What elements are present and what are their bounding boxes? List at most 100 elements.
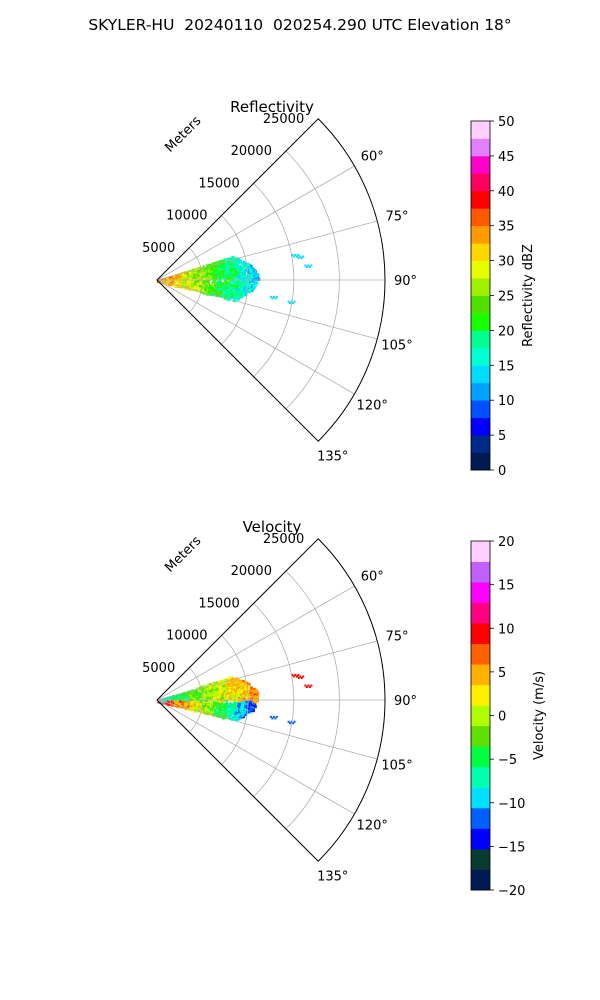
velocity-echo-cell: [230, 696, 234, 700]
reflectivity-echo-cell: [242, 269, 245, 272]
velocity-echo-cell: [232, 684, 236, 688]
reflectivity-echo-cell: [233, 266, 235, 268]
reflectivity-echo-cell: [191, 286, 194, 289]
velocity-echo-cell: [219, 709, 223, 713]
velocity-echo-cell: [247, 682, 250, 685]
velocity-echo-cell: [219, 688, 223, 693]
reflectivity-echo-cell: [241, 290, 244, 293]
velocity-echo-cell: [236, 705, 241, 709]
velocity-title: Velocity: [243, 518, 302, 536]
velocity-angle-tick-label: 105°: [381, 758, 412, 773]
reflectivity-range-tick-label: 5000: [142, 241, 175, 256]
velocity-echo-cell: [198, 698, 200, 701]
velocity-echo-cell: [238, 687, 241, 690]
reflectivity-echo-cell: [233, 272, 238, 276]
reflectivity-echo-cell: [218, 267, 221, 270]
reflectivity-echo-cell: [206, 275, 208, 277]
velocity-echo-cell: [188, 691, 192, 695]
reflectivity-echo-cell: [300, 257, 303, 259]
reflectivity-colorbar-swatch: [471, 190, 490, 209]
velocity-echo-cell: [221, 714, 223, 717]
reflectivity-echo-cell: [227, 288, 231, 292]
reflectivity-echo-cell: [235, 265, 238, 268]
velocity-echo-cell: [245, 690, 249, 694]
reflectivity-echo-cell: [193, 281, 195, 284]
velocity-echo-cell: [209, 696, 212, 699]
reflectivity-colorbar-swatch: [471, 225, 490, 244]
reflectivity-echo-cell: [208, 282, 210, 284]
reflectivity-colorbar-swatch: [471, 452, 490, 471]
velocity-echo-cell: [237, 714, 240, 717]
velocity-echo-cell: [201, 688, 205, 692]
velocity-echo-cell: [177, 697, 181, 701]
reflectivity-echo-cell: [202, 278, 206, 281]
velocity-colorbar-label: Velocity (m/s): [532, 671, 547, 760]
reflectivity-echo-cell: [242, 264, 245, 266]
reflectivity-echo-cell: [239, 281, 243, 285]
reflectivity-angle-tick-label: 75°: [386, 210, 409, 225]
velocity-echo-cell: [243, 686, 248, 690]
reflectivity-echo-cell: [228, 271, 230, 274]
reflectivity-echo-cell: [220, 263, 224, 267]
reflectivity-echo-cell: [183, 278, 185, 280]
reflectivity-echo-cell: [230, 285, 233, 288]
velocity-echo-cell: [243, 689, 247, 693]
velocity-echo-cell: [211, 709, 215, 712]
velocity-echo-cell: [220, 715, 223, 718]
velocity-echo-cell: [244, 700, 248, 704]
velocity-echo-cell: [256, 695, 259, 697]
reflectivity-echo-cell: [187, 273, 190, 276]
reflectivity-echo-cell: [202, 289, 205, 293]
velocity-echo-cell: [186, 694, 189, 697]
velocity-echo-cell: [247, 704, 250, 707]
reflectivity-echo-cell: [229, 293, 233, 297]
velocity-angle-tick-label: 120°: [357, 818, 388, 833]
velocity-echo-cell: [242, 695, 244, 697]
reflectivity-echo-cell: [202, 269, 204, 271]
reflectivity-echo-cell: [240, 292, 244, 296]
reflectivity-echo-cell: [188, 274, 192, 278]
velocity-echo-cell: [190, 696, 193, 699]
velocity-echo-cell: [177, 696, 180, 699]
reflectivity-echo-cell: [245, 292, 248, 295]
reflectivity-echo-cell: [209, 265, 212, 268]
reflectivity-colorbar-swatch: [471, 312, 490, 331]
reflectivity-echo-cell: [194, 280, 198, 284]
reflectivity-echo-cell: [231, 265, 233, 268]
velocity-echo-cell: [234, 716, 237, 720]
reflectivity-echo-cell: [209, 284, 212, 287]
velocity-echo-cell: [254, 702, 257, 705]
reflectivity-echo-cell: [228, 262, 232, 266]
reflectivity-echo-cell: [230, 279, 233, 283]
velocity-echo-cell: [181, 697, 184, 700]
reflectivity-colorbar-swatch: [471, 138, 490, 157]
reflectivity-colorbar-tick-label: 15: [498, 359, 515, 374]
velocity-echo-cell: [234, 697, 237, 700]
reflectivity-echo-cell: [255, 273, 259, 277]
reflectivity-echo-cell: [240, 277, 244, 281]
velocity-angle-tick-label: 90°: [394, 694, 417, 709]
reflectivity-echo-cell: [225, 288, 228, 291]
velocity-echo-cell: [230, 676, 233, 679]
velocity-echo-cell: [196, 687, 199, 690]
velocity-echo-cell: [198, 689, 201, 692]
reflectivity-echo-cell: [235, 291, 238, 294]
reflectivity-colorbar-swatch: [471, 417, 490, 436]
reflectivity-echo-cell: [229, 295, 232, 298]
velocity-echo-cell: [241, 711, 245, 716]
velocity-colorbar-tick-label: 20: [498, 535, 515, 550]
reflectivity-echo-cell: [188, 272, 192, 275]
reflectivity-echo-cell: [289, 302, 292, 305]
velocity-echo-cell: [179, 694, 183, 697]
velocity-colorbar-swatch: [471, 602, 490, 624]
velocity-echo-cell: [179, 702, 182, 706]
reflectivity-echo-cell: [181, 282, 184, 284]
velocity-echo-cell: [294, 673, 297, 676]
velocity-echo-cell: [221, 699, 225, 703]
reflectivity-echo-cell: [229, 271, 233, 275]
velocity-echo-cell: [243, 713, 247, 717]
velocity-echo-cell: [299, 675, 302, 678]
reflectivity-echo-cell: [245, 290, 249, 293]
velocity-echo-cell: [230, 717, 232, 719]
reflectivity-echo-cell: [228, 293, 230, 295]
